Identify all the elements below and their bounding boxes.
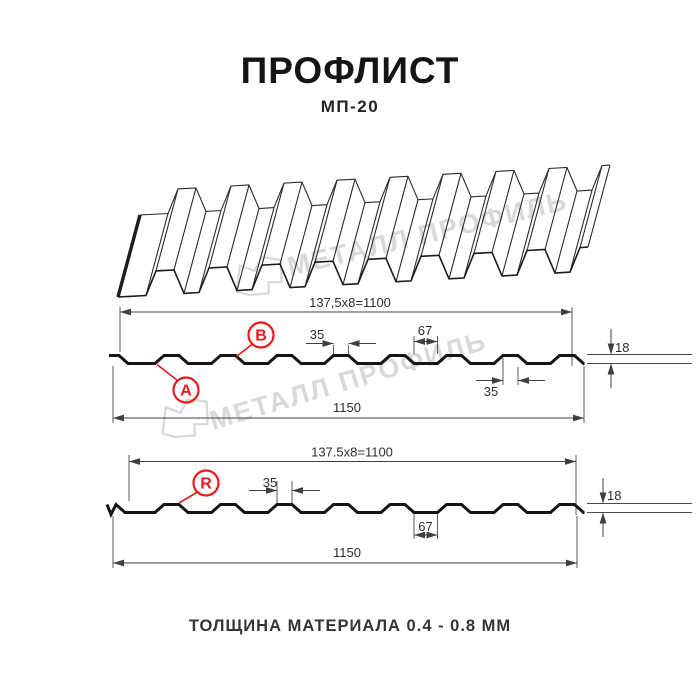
sheet-3d-view: МЕТАЛЛ ПРОФИЛЬ [116, 164, 611, 302]
profile-top-outline [109, 354, 585, 365]
profile-bottom-outline [105, 502, 585, 519]
label-r-circle-icon [192, 469, 220, 497]
dim-rib-width-2: 35 [484, 384, 498, 399]
dim-height: 18 [615, 340, 629, 355]
label-a-circle-icon [172, 376, 200, 404]
sheet-3d-back-edge [139, 164, 611, 216]
profile-model: МП-20 [320, 97, 380, 116]
dim-total-width: 1150 [333, 400, 361, 415]
profile-section-bottom: 137.5x8=1100 35 67 18 1150 [105, 445, 692, 568]
dim-valley-width: 67 [418, 519, 432, 534]
dim-rib-width: 35 [310, 327, 324, 342]
sheet-3d-left-edge [116, 214, 142, 298]
dim-total-width: 1150 [333, 545, 361, 560]
side-label-a: A [180, 383, 192, 400]
side-label-b: B [255, 328, 267, 345]
leader-line-r [178, 491, 198, 504]
leader-line-b [236, 343, 253, 358]
profile-section-top: 137,5x8=1100 35 67 35 18 [109, 295, 692, 423]
dim-height: 18 [607, 488, 621, 503]
dim-rib-width: 35 [263, 475, 277, 490]
sheet-3d-front-edge [117, 246, 589, 298]
watermark-text: МЕТАЛЛ ПРОФИЛЬ [206, 325, 490, 435]
dim-pitch-formula: 137,5x8=1100 [309, 295, 391, 310]
side-label-r: R [200, 476, 212, 493]
label-b-circle-icon [247, 321, 275, 349]
dim-pitch-formula: 137.5x8=1100 [311, 445, 393, 460]
leader-line-a [156, 363, 178, 382]
sheet-3d-surface [118, 165, 610, 297]
dim-valley-width: 67 [418, 323, 432, 338]
page-title: ПРОФЛИСТ [240, 50, 460, 91]
material-thickness-note: ТОЛЩИНА МАТЕРИАЛА 0.4 - 0.8 ММ [188, 617, 512, 635]
watermark-2: МЕТАЛЛ ПРОФИЛЬ [155, 325, 490, 444]
